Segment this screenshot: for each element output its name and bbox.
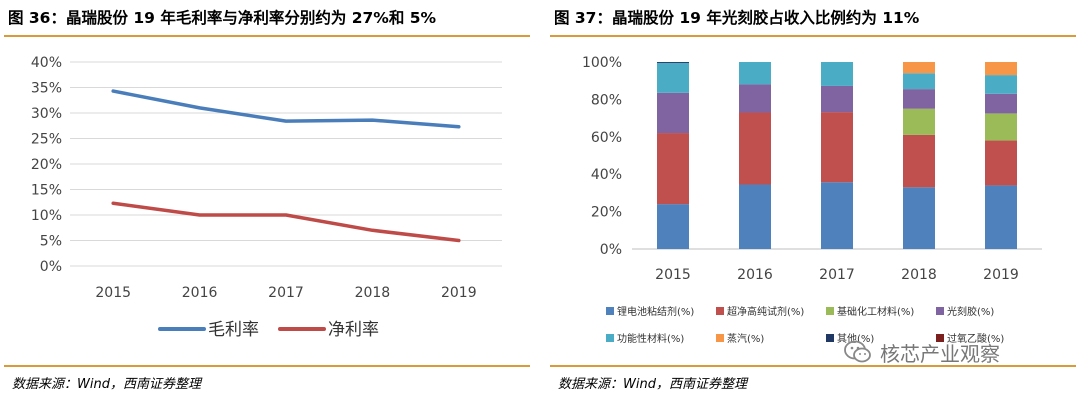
- y-tick-label: 35%: [31, 81, 62, 97]
- bar-segment: [903, 73, 935, 90]
- revenue-mix-stacked-bar-chart: 0% 20% 40% 60% 80% 100% 2015 2016 2017 2018 2019 锂电…: [582, 55, 1042, 345]
- data-point: [285, 214, 288, 217]
- data-point: [371, 119, 374, 122]
- bar-segment: [739, 62, 771, 85]
- right-source-note: 数据来源：Wind，西南证券整理: [558, 377, 747, 392]
- x-tick-label: 2016: [737, 267, 773, 283]
- y-tick-label: 5%: [40, 234, 62, 250]
- data-point: [371, 229, 374, 232]
- y-tick-label: 20%: [591, 205, 622, 221]
- series-line: [111, 89, 461, 129]
- right-title-divider: [550, 35, 1076, 37]
- margin-line-chart: 0% 5% 10% 15% 20% 25% 30% 35% 40% 2015 2016 2017 201…: [31, 55, 502, 340]
- legend-swatch: [826, 334, 834, 342]
- y-tick-label: 20%: [31, 157, 62, 173]
- right-figure-title: 图 37：晶瑞股份 19 年光刻胶占收入比例约为 11%: [554, 9, 920, 27]
- data-point: [112, 90, 115, 93]
- right-figure-panel: 图 37：晶瑞股份 19 年光刻胶占收入比例约为 11% 0% 20% 40% 60%…: [550, 0, 1076, 400]
- x-tick-label: 2015: [655, 267, 691, 283]
- legend-label: 蒸汽(%): [727, 332, 764, 345]
- wechat-icon: [844, 340, 871, 363]
- y-tick-label: 15%: [31, 183, 62, 199]
- bar-segment: [657, 92, 689, 134]
- x-tick-label: 2017: [819, 267, 855, 283]
- left-figure-panel: 图 36：晶瑞股份 19 年毛利率与净利率分别约为 27%和 5% 0% 5% 10…: [4, 0, 530, 400]
- y-tick-label: 10%: [31, 208, 62, 224]
- legend-label: 净利率: [328, 320, 379, 340]
- left-source-divider: [4, 365, 530, 367]
- legend-swatch: [716, 307, 724, 315]
- bar-segment: [903, 62, 935, 74]
- y-tick-label: 80%: [591, 92, 622, 108]
- legend-swatch: [606, 334, 614, 342]
- legend-swatch: [936, 307, 944, 315]
- legend-label: 光刻胶(%): [947, 305, 994, 318]
- data-point: [285, 120, 288, 123]
- y-tick-label: 40%: [591, 167, 622, 183]
- legend-label: 过氧乙酸(%): [947, 332, 1004, 345]
- y-tick-label: 25%: [31, 132, 62, 148]
- x-tick-label: 2017: [268, 285, 304, 301]
- watermark: 核芯产业观察: [844, 336, 1064, 372]
- y-tick-label: 0%: [600, 242, 622, 258]
- right-source-divider: [550, 365, 1076, 367]
- bar-segment: [985, 75, 1017, 94]
- y-tick-label: 60%: [591, 130, 622, 146]
- bar-segment: [985, 113, 1017, 141]
- bar-segment: [985, 185, 1017, 249]
- legend-label: 功能性材料(%): [617, 332, 684, 345]
- data-point: [457, 125, 460, 128]
- bar-segment: [657, 133, 689, 205]
- legend-swatch: [606, 307, 614, 315]
- bar-segment: [985, 62, 1017, 76]
- bar-segment: [903, 134, 935, 188]
- legend-label: 锂电池粘结剂(%): [617, 305, 694, 318]
- left-source-note: 数据来源：Wind，西南证券整理: [12, 377, 201, 392]
- bar-segment: [903, 89, 935, 109]
- bar-segment: [739, 112, 771, 185]
- watermark-text: 核芯产业观察: [880, 342, 1000, 366]
- legend-swatch: [936, 334, 944, 342]
- bar-segment: [821, 62, 853, 86]
- x-tick-label: 2018: [355, 285, 391, 301]
- x-tick-label: 2016: [182, 285, 218, 301]
- legend-label: 其他(%): [837, 332, 874, 345]
- data-point: [457, 239, 460, 242]
- bar-segment: [821, 112, 853, 183]
- bar-segment: [739, 84, 771, 113]
- bar-segment: [657, 62, 689, 63]
- bar-segment: [985, 93, 1017, 114]
- legend-label: 毛利率: [208, 320, 259, 340]
- bar-segment: [657, 62, 689, 93]
- series-line: [111, 201, 461, 243]
- bar-segment: [821, 85, 853, 113]
- bar-segment: [903, 187, 935, 249]
- x-tick-label: 2018: [901, 267, 937, 283]
- x-tick-label: 2019: [983, 267, 1019, 283]
- left-figure-title: 图 36：晶瑞股份 19 年毛利率与净利率分别约为 27%和 5%: [8, 9, 437, 27]
- bar-segment: [657, 204, 689, 249]
- bar-segment: [739, 184, 771, 249]
- y-tick-label: 30%: [31, 106, 62, 122]
- legend-label: 基础化工材料(%): [837, 305, 914, 318]
- y-tick-label: 40%: [31, 55, 62, 71]
- data-point: [198, 106, 201, 109]
- y-tick-label: 0%: [40, 259, 62, 275]
- bar-segment: [903, 108, 935, 135]
- x-tick-label: 2015: [95, 285, 131, 301]
- bar-segment: [985, 140, 1017, 186]
- left-title-divider: [4, 35, 530, 37]
- legend-swatch: [826, 307, 834, 315]
- y-tick-label: 100%: [582, 55, 622, 71]
- legend-swatch: [716, 334, 724, 342]
- data-point: [198, 214, 201, 217]
- x-tick-label: 2019: [441, 285, 477, 301]
- bar-segment: [821, 182, 853, 249]
- data-point: [112, 202, 115, 205]
- legend-label: 超净高纯试剂(%): [727, 305, 804, 318]
